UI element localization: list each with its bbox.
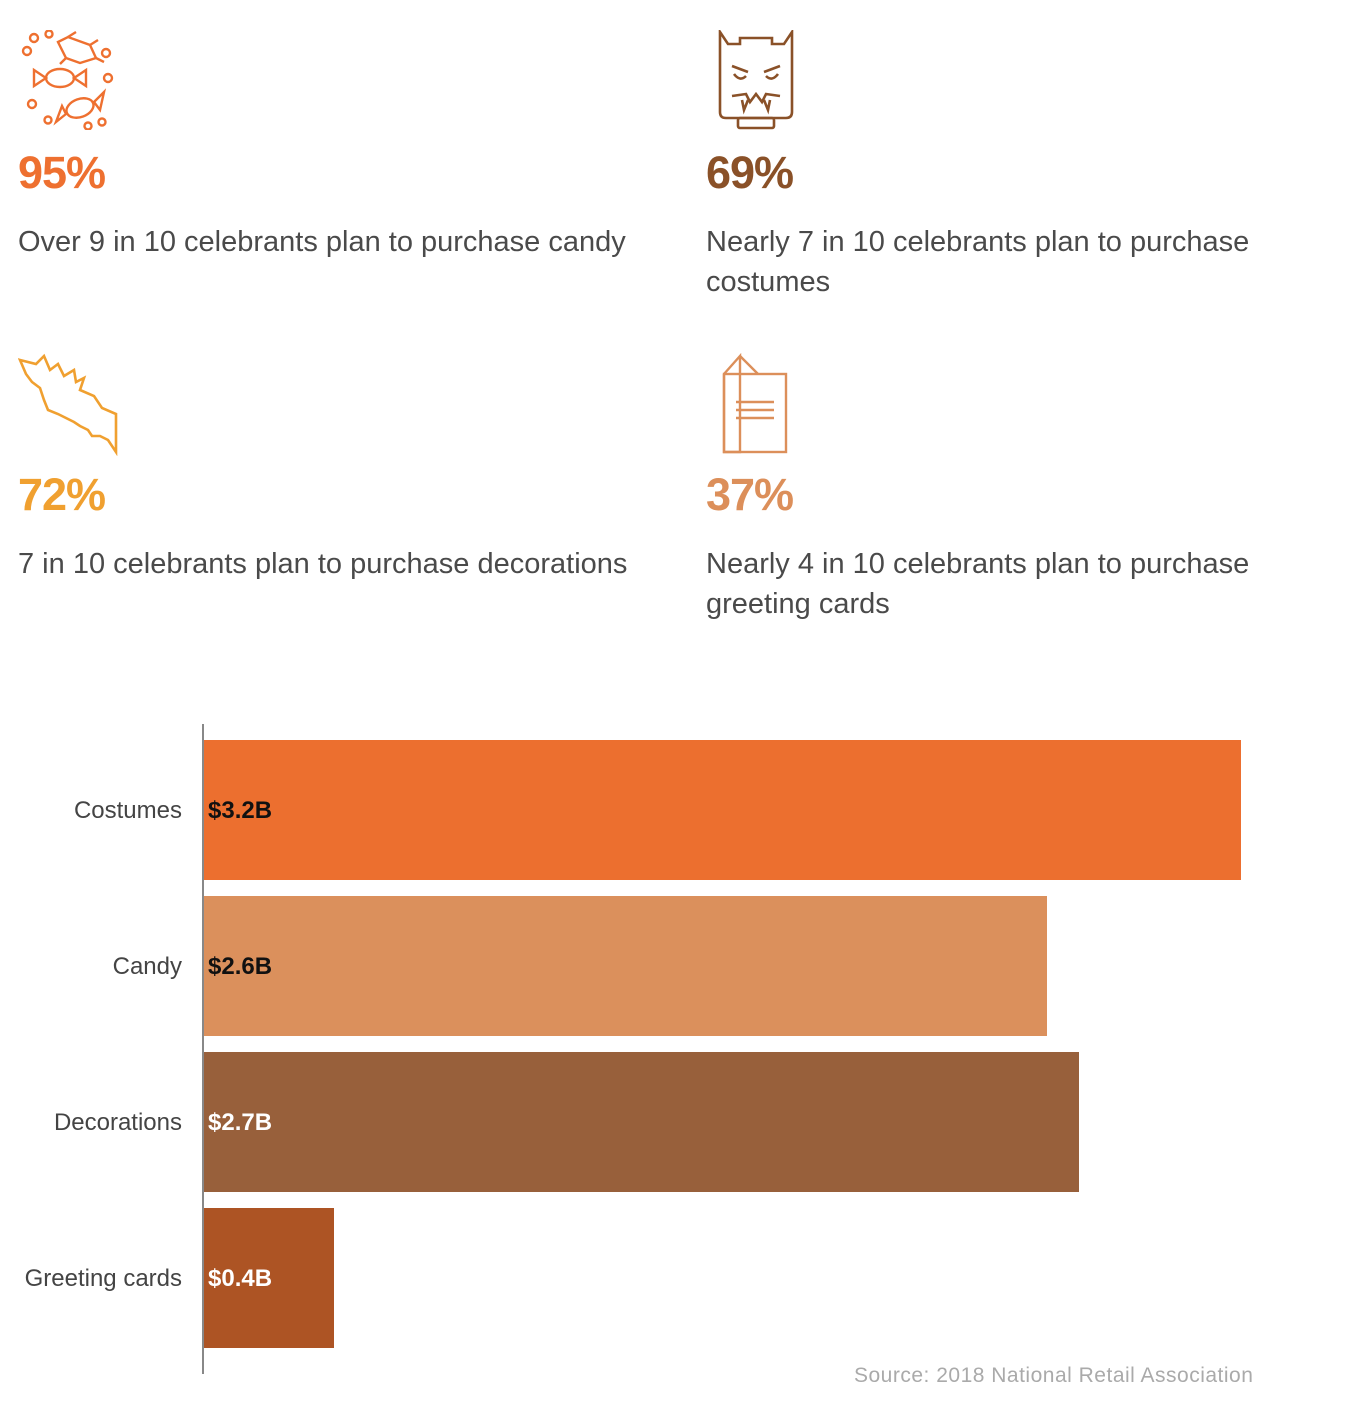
value-label: $0.4B: [208, 1265, 272, 1292]
stat-description: 7 in 10 celebrants plan to purchase deco…: [18, 548, 628, 580]
bar-candy: [204, 896, 1047, 1036]
bar-decorations: [204, 1052, 1079, 1192]
bat-icon: [18, 353, 118, 456]
spending-bar-chart: Costumes $3.2B Candy $2.6B Decorations $2.7B G…: [25, 724, 1241, 1374]
stat-percent: 95%: [18, 147, 106, 198]
value-label: $3.2B: [208, 797, 272, 824]
category-label: Candy: [113, 953, 182, 980]
monster-mask-icon: [718, 30, 794, 130]
stat-percent: 69%: [706, 147, 794, 198]
category-label: Costumes: [74, 797, 182, 824]
source-note: Source: 2018 National Retail Association: [854, 1364, 1254, 1387]
stat-percent: 37%: [706, 469, 794, 520]
stat-percent: 72%: [18, 469, 106, 520]
candy-icon: [21, 30, 114, 130]
bar-greeting-cards: [204, 1208, 334, 1348]
value-label: $2.6B: [208, 953, 272, 980]
stat-description: Over 9 in 10 celebrants plan to purchase…: [18, 226, 626, 258]
stat-description: Nearly 7 in 10 celebrants plan to purcha…: [706, 226, 1250, 298]
stat-description: Nearly 4 in 10 celebrants plan to purcha…: [706, 548, 1250, 620]
category-label: Decorations: [54, 1109, 182, 1136]
category-label: Greeting cards: [25, 1265, 182, 1292]
bar-costumes: [204, 740, 1241, 880]
greeting-card-icon: [722, 352, 788, 454]
value-label: $2.7B: [208, 1109, 272, 1136]
